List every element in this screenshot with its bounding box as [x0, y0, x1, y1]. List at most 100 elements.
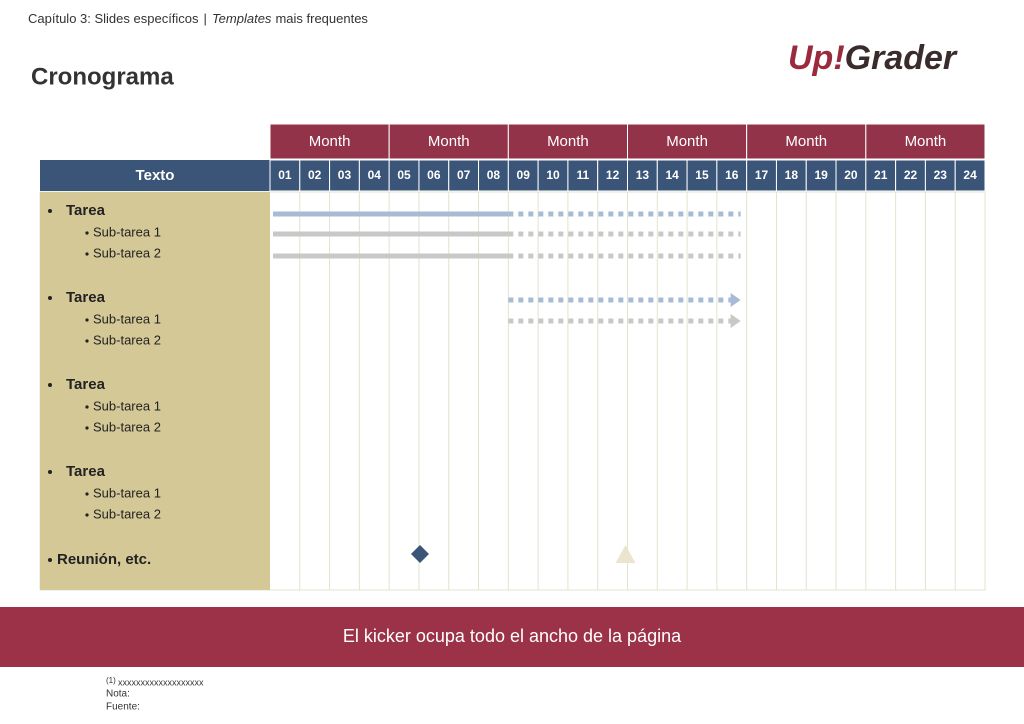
period-cell [924, 159, 956, 192]
month-label: Month [309, 133, 351, 150]
bullet [85, 339, 89, 343]
subtask-label: Sub-tarea 2 [93, 332, 161, 347]
period-label: 21 [874, 168, 888, 182]
title: Cronograma [31, 63, 174, 90]
period-cell [358, 159, 390, 192]
period-label: 16 [725, 168, 739, 182]
period-label: 23 [934, 168, 948, 182]
month-cell [388, 123, 509, 160]
period-label: 17 [755, 168, 769, 182]
milestone-triangle [615, 545, 636, 563]
period-label: 06 [427, 168, 441, 182]
bullet [85, 231, 89, 235]
footnote: xxxxxxxxxxxxxxxxxxx [118, 677, 204, 687]
period-label: 22 [904, 168, 918, 182]
bullet [48, 383, 52, 387]
bullet [48, 296, 52, 300]
bullet [48, 470, 52, 474]
period-cell [537, 159, 569, 192]
period-label: 18 [785, 168, 799, 182]
period-label: 08 [487, 168, 501, 182]
bullet [85, 405, 89, 409]
period-label: 02 [308, 168, 322, 182]
gantt: Month Month Month Month Month Month Texto 01 02 0… [39, 123, 986, 591]
period-label: 09 [517, 168, 531, 182]
subtask-label: Sub-tarea 1 [93, 224, 161, 239]
period-cell [805, 159, 837, 192]
text-header: Texto [136, 167, 175, 184]
period-cell [686, 159, 718, 192]
logo-grader: Grader [845, 39, 958, 77]
period-cell [388, 159, 420, 192]
period-label: 24 [963, 168, 977, 182]
month-cell [746, 123, 867, 160]
period-cell [775, 159, 807, 192]
period-label: 12 [606, 168, 620, 182]
logo-up: Up! [788, 39, 845, 77]
period-label: 03 [338, 168, 352, 182]
period-cell [567, 159, 599, 192]
task-label: Tarea [66, 202, 106, 219]
chapter: Capítulo 3: Slides específicos [28, 11, 199, 26]
period-label: 04 [368, 168, 382, 182]
bar-arrow [730, 293, 741, 307]
task-label: Tarea [66, 463, 106, 480]
period-label: 20 [844, 168, 858, 182]
period-label: 14 [666, 168, 680, 182]
month-cell [269, 123, 390, 160]
period-cell [627, 159, 658, 192]
bullet [48, 209, 52, 213]
period-cell [895, 159, 926, 192]
chapter-italic: Templates [212, 11, 272, 26]
logo: Up!Grader [788, 39, 958, 77]
milestone-label: Reunión, etc. [57, 551, 151, 568]
chapter-rest: mais frequentes [275, 11, 368, 26]
period-cell [835, 159, 867, 192]
bullet [85, 318, 89, 322]
subtask-label: Sub-tarea 1 [93, 485, 161, 500]
fuente: Fuente: [106, 702, 140, 713]
subtask-label: Sub-tarea 2 [93, 419, 161, 434]
period-label: 13 [636, 168, 650, 182]
period-label: 10 [546, 168, 560, 182]
month-label: Month [547, 133, 589, 150]
task-label: Tarea [66, 376, 106, 393]
milestone-diamond [410, 545, 429, 563]
period-cell [716, 159, 748, 192]
period-label: 19 [814, 168, 828, 182]
bullet [85, 492, 89, 496]
kicker: El kicker ocupa todo el ancho de la pági… [343, 626, 682, 646]
text-header-cell [40, 160, 270, 191]
period-label: 05 [397, 168, 411, 182]
kicker-band [0, 607, 1024, 667]
bullet [85, 252, 89, 256]
subtask-label: Sub-tarea 1 [93, 311, 161, 326]
footnote-marker: (1) [106, 676, 116, 685]
bullet [85, 513, 89, 517]
subtask-label: Sub-tarea 2 [93, 245, 161, 260]
period-cell [954, 159, 986, 192]
month-cell [507, 123, 629, 160]
period-label: 07 [457, 168, 471, 182]
task-label: Tarea [66, 289, 106, 306]
chapter-line: Capítulo 3: Slides específicos | Templates… [28, 11, 368, 26]
period-cell [656, 159, 688, 192]
period-cell [269, 159, 301, 192]
period-label: 11 [576, 168, 589, 182]
month-label: Month [666, 133, 708, 150]
period-label: 15 [695, 168, 709, 182]
nota: Nota: [106, 689, 130, 700]
bar-arrow [730, 314, 741, 328]
subtask-label: Sub-tarea 2 [93, 506, 161, 521]
period-label: 01 [278, 168, 292, 182]
period-cell [746, 159, 777, 192]
month-cell [627, 123, 748, 160]
label-column [40, 192, 270, 590]
bullet [85, 426, 89, 430]
separator: | [204, 11, 207, 26]
month-label: Month [428, 133, 470, 150]
bullet [48, 558, 52, 562]
month-label: Month [785, 133, 827, 150]
month-cell [865, 123, 986, 160]
